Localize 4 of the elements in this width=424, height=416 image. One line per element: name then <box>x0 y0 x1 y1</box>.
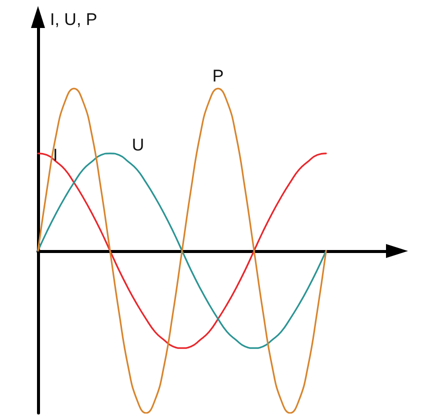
y-axis-title: I, U, P <box>50 10 98 29</box>
series-label: I <box>53 146 58 165</box>
series-label: P <box>212 66 224 86</box>
series-label: U <box>132 136 144 155</box>
